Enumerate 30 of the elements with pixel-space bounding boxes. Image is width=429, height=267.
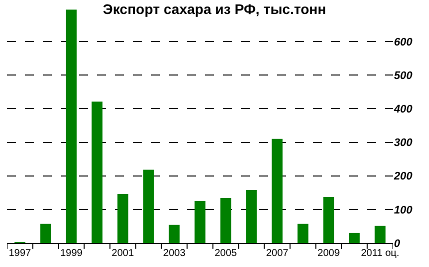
y-tick-label: 200	[393, 170, 414, 183]
bar	[66, 10, 77, 243]
bar	[349, 232, 360, 243]
x-tick-label: 2011 оц.	[360, 248, 400, 259]
bar	[272, 138, 283, 243]
bar	[220, 198, 232, 243]
y-tick-label: 100	[394, 204, 414, 216]
x-tick-label: 1999	[60, 248, 83, 259]
y-tick-label: 600	[394, 36, 414, 48]
x-tick-label: 2001	[112, 248, 134, 259]
bar	[117, 194, 128, 243]
x-tick-label: 2005	[214, 248, 238, 259]
x-tick-label: 2009	[318, 248, 340, 259]
bar	[246, 190, 257, 243]
x-tick-label: 2003	[163, 248, 186, 259]
y-tick-label: 400	[393, 104, 414, 116]
x-tick-label: 1997	[8, 248, 32, 259]
bar	[323, 197, 334, 243]
y-tick-label: 0	[394, 238, 401, 250]
bar	[374, 226, 386, 243]
y-tick-label: 300	[394, 137, 414, 150]
bar	[143, 170, 154, 243]
bar	[298, 224, 308, 243]
bar	[194, 201, 206, 243]
bar	[168, 224, 180, 243]
chart-title: Экспорт сахара из РФ, тыс.тонн	[102, 0, 326, 17]
bar	[92, 102, 102, 243]
x-tick-label: 2007	[266, 248, 289, 259]
bar	[40, 224, 51, 243]
y-tick-label: 500	[394, 70, 414, 82]
